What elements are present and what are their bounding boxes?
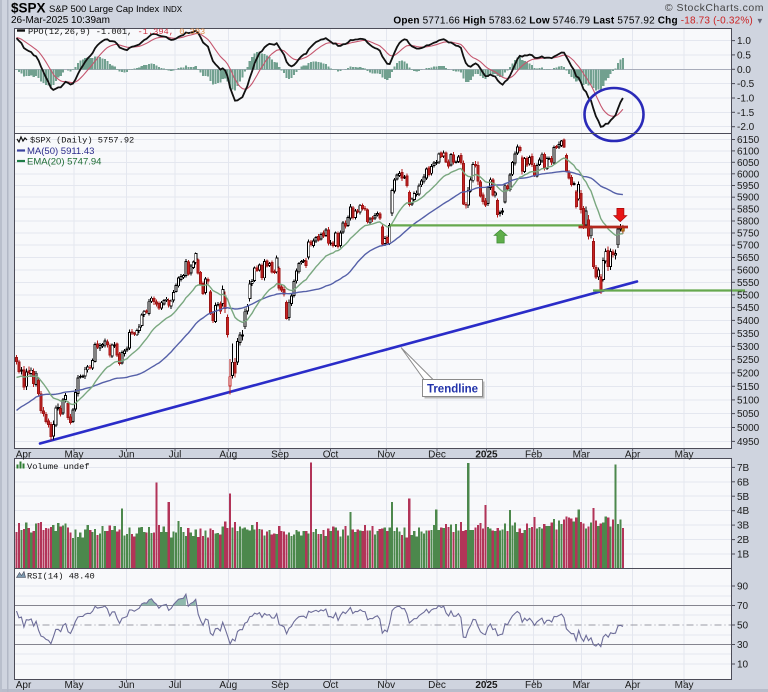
svg-text:Jun: Jun: [118, 449, 134, 460]
svg-text:S&P 500 Large Cap Index: S&P 500 Large Cap Index: [49, 4, 159, 15]
svg-text:Jun: Jun: [118, 680, 134, 691]
svg-text:50: 50: [737, 621, 749, 632]
svg-text:6100: 6100: [737, 146, 760, 157]
svg-text:0.0: 0.0: [737, 65, 751, 76]
svg-text:5800: 5800: [737, 217, 760, 228]
svg-text:May: May: [65, 680, 84, 691]
svg-text:-0.5: -0.5: [737, 79, 755, 90]
svg-text:Aug: Aug: [219, 449, 237, 460]
svg-text:5750: 5750: [737, 229, 760, 240]
svg-text:May: May: [675, 449, 694, 460]
svg-text:90: 90: [737, 582, 749, 593]
svg-text:0.5: 0.5: [737, 50, 751, 61]
svg-text:May: May: [675, 680, 694, 691]
svg-text:5600: 5600: [737, 265, 760, 276]
svg-text:26-Mar-2025 10:39am: 26-Mar-2025 10:39am: [11, 15, 110, 26]
svg-text:Dec: Dec: [428, 680, 446, 691]
svg-text:Oct: Oct: [323, 680, 339, 691]
svg-text:10: 10: [737, 660, 749, 671]
svg-text:PPO(12,26,9) -1.001, -1.394, 0: PPO(12,26,9) -1.001, -1.394, 0.393: [28, 27, 205, 37]
svg-text:30: 30: [737, 640, 749, 651]
svg-text:2B: 2B: [737, 535, 750, 546]
svg-text:EMA(20) 5747.94: EMA(20) 5747.94: [27, 157, 101, 168]
svg-text:5300: 5300: [737, 342, 760, 353]
svg-text:Mar: Mar: [573, 449, 591, 460]
svg-text:Dec: Dec: [428, 449, 446, 460]
svg-text:Aug: Aug: [219, 680, 237, 691]
svg-text:5350: 5350: [737, 329, 760, 340]
svg-text:2025: 2025: [475, 680, 498, 691]
svg-text:6000: 6000: [737, 169, 760, 180]
svg-text:Apr: Apr: [625, 680, 641, 691]
svg-text:-2.0: -2.0: [737, 122, 755, 133]
svg-text:5550: 5550: [737, 278, 760, 289]
svg-text:May: May: [65, 449, 84, 460]
svg-text:© StockCharts.com: © StockCharts.com: [665, 2, 764, 14]
svg-text:Jul: Jul: [169, 680, 182, 691]
svg-text:5900: 5900: [737, 193, 760, 204]
svg-text:5400: 5400: [737, 316, 760, 327]
svg-text:Nov: Nov: [377, 449, 395, 460]
svg-text:Feb: Feb: [525, 680, 543, 691]
svg-text:Jul: Jul: [169, 449, 182, 460]
svg-text:-1.0: -1.0: [737, 94, 755, 105]
svg-text:4B: 4B: [737, 506, 750, 517]
svg-text:1.0: 1.0: [737, 36, 751, 47]
svg-text:1B: 1B: [737, 550, 750, 561]
svg-text:6B: 6B: [737, 477, 750, 488]
svg-text:5150: 5150: [737, 382, 760, 393]
svg-text:Sep: Sep: [271, 449, 289, 460]
svg-text:$SPX: $SPX: [11, 1, 46, 16]
svg-text:Apr: Apr: [16, 449, 32, 460]
svg-text:-1.5: -1.5: [737, 108, 755, 119]
svg-text:5850: 5850: [737, 205, 760, 216]
svg-text:5700: 5700: [737, 241, 760, 252]
svg-text:5950: 5950: [737, 181, 760, 192]
svg-text:3B: 3B: [737, 521, 750, 532]
svg-text:Volume undef: Volume undef: [27, 462, 90, 472]
svg-text:RSI(14) 48.40: RSI(14) 48.40: [27, 572, 95, 582]
svg-text:Open 5771.66 High 5783.62 Low: Open 5771.66 High 5783.62 Low 5746.79 La…: [393, 16, 764, 27]
svg-text:Nov: Nov: [377, 680, 395, 691]
svg-text:5050: 5050: [737, 409, 760, 420]
svg-text:Apr: Apr: [16, 680, 32, 691]
svg-text:5100: 5100: [737, 395, 760, 406]
svg-text:5450: 5450: [737, 303, 760, 314]
svg-text:Oct: Oct: [323, 449, 339, 460]
svg-text:$SPX (Daily) 5757.92: $SPX (Daily) 5757.92: [30, 136, 134, 146]
svg-text:6050: 6050: [737, 158, 760, 169]
svg-text:5000: 5000: [737, 423, 760, 434]
svg-text:MA(50) 5911.43: MA(50) 5911.43: [27, 146, 94, 157]
svg-text:5500: 5500: [737, 290, 760, 301]
svg-text:5650: 5650: [737, 253, 760, 264]
svg-text:Trendline: Trendline: [427, 384, 478, 396]
svg-text:5B: 5B: [737, 492, 750, 503]
svg-text:7B: 7B: [737, 463, 750, 474]
svg-text:Sep: Sep: [271, 680, 289, 691]
svg-text:5200: 5200: [737, 368, 760, 379]
svg-text:6150: 6150: [737, 135, 760, 146]
svg-text:INDX: INDX: [163, 5, 183, 14]
svg-text:Mar: Mar: [573, 680, 591, 691]
svg-text:Apr: Apr: [625, 449, 641, 460]
svg-text:5250: 5250: [737, 355, 760, 366]
svg-text:70: 70: [737, 601, 749, 612]
svg-text:4950: 4950: [737, 437, 760, 448]
svg-text:Feb: Feb: [525, 449, 543, 460]
svg-text:2025: 2025: [475, 449, 498, 460]
